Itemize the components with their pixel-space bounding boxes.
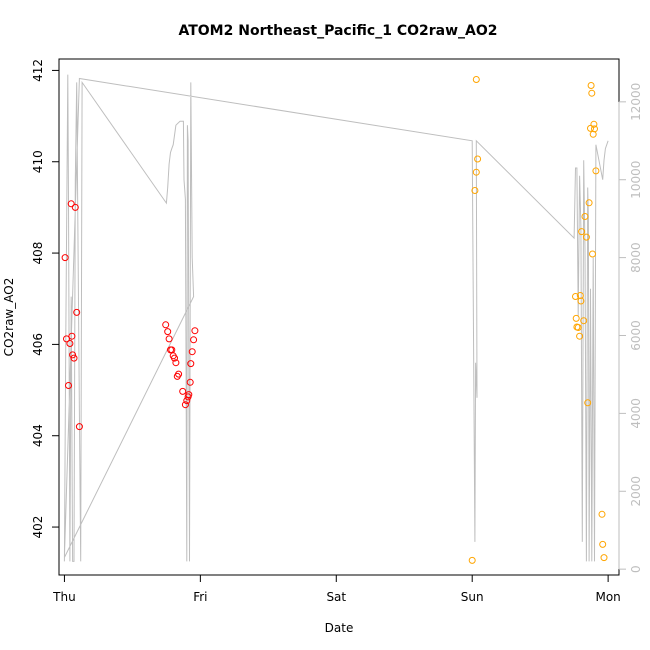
data-point	[165, 335, 173, 343]
data-point	[171, 354, 178, 362]
y-axis: 402 404 406 408 410 412	[31, 59, 60, 539]
right-y-tick-label: 12000	[629, 83, 643, 121]
scatter-points	[61, 76, 608, 564]
x-tick-label: Thu	[52, 590, 76, 604]
y-tick-label: 402	[31, 516, 45, 539]
data-point	[186, 378, 194, 386]
data-point	[581, 213, 589, 220]
data-point	[590, 120, 598, 128]
data-point	[68, 332, 76, 340]
data-point	[572, 293, 579, 300]
data-point	[185, 391, 193, 399]
x-tick-label: Sat	[326, 590, 346, 604]
data-point	[70, 354, 78, 362]
data-point	[69, 351, 77, 359]
data-point	[175, 370, 183, 378]
data-point	[190, 336, 198, 344]
data-point	[183, 397, 191, 405]
y-tick-label: 406	[31, 333, 45, 356]
x-axis-title: Date	[325, 621, 354, 635]
data-point	[65, 382, 72, 389]
data-point	[577, 297, 585, 305]
data-point	[181, 401, 189, 409]
data-point	[572, 314, 580, 322]
right-y-tick-label: 6000	[629, 320, 643, 351]
data-point	[589, 250, 596, 258]
right-axis-series-line	[63, 74, 609, 562]
y-tick-label: 408	[31, 242, 45, 265]
data-point	[164, 328, 172, 336]
secondary-series-line	[63, 74, 609, 562]
right-y-tick-label: 4000	[629, 398, 643, 429]
data-point	[587, 82, 595, 89]
data-point	[187, 360, 195, 368]
data-point	[584, 399, 592, 407]
chart-title: ATOM2 Northeast_Pacific_1 CO2raw_AO2	[178, 23, 497, 39]
data-point	[591, 125, 598, 133]
data-point	[472, 76, 480, 83]
data-point	[599, 540, 607, 548]
data-point	[468, 556, 476, 564]
data-point	[172, 359, 180, 367]
data-point	[66, 340, 74, 347]
data-point	[574, 324, 582, 331]
right-y-tick-label: 2000	[629, 476, 643, 507]
data-point	[471, 187, 479, 194]
data-point	[474, 155, 482, 163]
y-tick-label: 410	[31, 150, 45, 173]
data-point	[576, 332, 584, 340]
data-point	[582, 233, 590, 241]
data-point	[588, 89, 596, 97]
x-axis: Thu Fri Sat Sun Mon	[52, 574, 621, 604]
x-tick-label: Mon	[595, 590, 620, 604]
x-tick-label: Sun	[461, 590, 484, 604]
data-point	[580, 317, 588, 325]
right-y-tick-label: 8000	[629, 242, 643, 273]
data-point	[585, 199, 593, 207]
data-point	[587, 124, 594, 132]
data-point	[63, 335, 70, 343]
data-point	[61, 254, 69, 262]
x-tick-label: Fri	[193, 590, 207, 604]
data-point	[188, 348, 196, 356]
data-point	[600, 554, 608, 562]
data-point	[73, 308, 81, 316]
data-point	[472, 168, 480, 176]
y-axis-title: CO2raw_AO2	[2, 278, 16, 357]
data-point	[578, 228, 586, 236]
data-point	[598, 510, 606, 518]
right-y-axis: 0 2000 4000 6000 8000 10000 12000	[618, 83, 643, 573]
right-y-tick-label: 10000	[629, 161, 643, 199]
y-tick-label: 412	[31, 59, 45, 82]
data-point	[592, 167, 600, 175]
data-point	[162, 321, 170, 329]
data-point	[71, 203, 79, 211]
data-point	[75, 423, 83, 431]
right-y-tick-label: 0	[629, 565, 643, 573]
data-point	[67, 200, 75, 208]
data-point	[191, 327, 199, 335]
data-point	[179, 387, 187, 395]
y-tick-label: 404	[31, 424, 45, 447]
